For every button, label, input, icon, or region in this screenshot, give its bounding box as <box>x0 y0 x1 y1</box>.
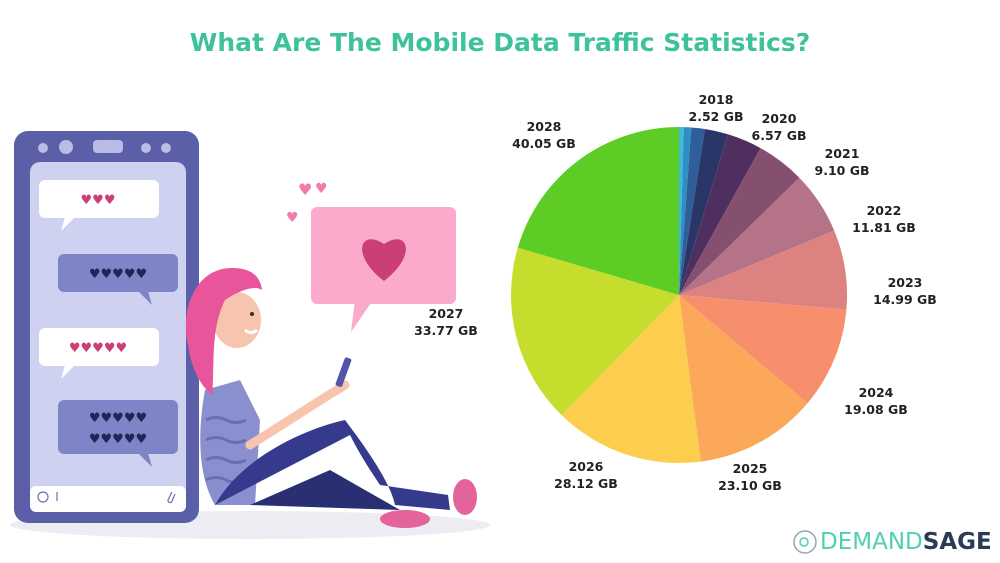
slice-year: 2027 <box>428 306 464 321</box>
slice-value: 9.10 GB <box>814 163 870 178</box>
pie-slice-2021 <box>679 148 800 295</box>
heart-bubble-illustration: ♥ ♥ ♥ <box>286 180 456 332</box>
svg-text:♥♥♥♥♥: ♥♥♥♥♥ <box>89 432 147 447</box>
phone-illustration: ♥♥♥ ♥♥♥♥♥ ♥♥♥♥♥ ♥♥♥♥♥ ♥♥♥♥♥ <box>14 131 199 523</box>
slice-year: 2022 <box>866 203 902 218</box>
slice-label-2020: 2020 6.57 GB <box>752 110 807 144</box>
slice-year: 2018 <box>698 92 734 107</box>
slice-label-2028: 2028 40.05 GB <box>512 118 576 152</box>
slice-year: 2020 <box>761 111 797 126</box>
phone-girl-illustration: ♥♥♥ ♥♥♥♥♥ ♥♥♥♥♥ ♥♥♥♥♥ ♥♥♥♥♥ ♥ ♥ ♥ <box>10 131 490 539</box>
svg-text:♥♥♥♥♥: ♥♥♥♥♥ <box>69 341 127 356</box>
slice-year: 2026 <box>568 459 604 474</box>
pie-slice-2027 <box>510 247 679 416</box>
pie-slice-2018 <box>679 127 705 295</box>
slice-value: 40.05 GB <box>512 136 576 151</box>
pie-slice-2020 <box>679 134 761 295</box>
pie-slice <box>679 129 728 295</box>
slice-label-2027: 2027 33.77 GB <box>414 305 478 339</box>
slice-value: 19.08 GB <box>844 402 908 417</box>
slice-year: 2025 <box>732 461 768 476</box>
pie-slice-2026 <box>561 295 701 463</box>
slice-year: 2028 <box>526 119 562 134</box>
svg-text:♥: ♥ <box>298 180 312 199</box>
slice-label-2025: 2025 23.10 GB <box>718 460 782 494</box>
slice-value: 11.81 GB <box>852 220 916 235</box>
svg-text:♥: ♥ <box>286 210 299 226</box>
brain-logo-icon <box>793 530 817 554</box>
pie-slice-2028 <box>517 127 679 295</box>
slice-label-2024: 2024 19.08 GB <box>844 384 908 418</box>
slice-value: 28.12 GB <box>554 476 618 491</box>
brand-part2: SAGE <box>922 529 992 555</box>
demandsage-logo: DEMAND SAGE <box>790 527 992 557</box>
slice-year: 2021 <box>824 146 860 161</box>
slice-year: 2023 <box>887 275 923 290</box>
slice-value: 14.99 GB <box>873 292 937 307</box>
pie-slice <box>679 127 692 295</box>
slice-value: 2.52 GB <box>688 109 744 124</box>
pie-slice <box>679 127 684 295</box>
slice-value: 6.57 GB <box>751 128 807 143</box>
svg-text:♥: ♥ <box>315 181 328 197</box>
pie-slice-2025 <box>679 295 808 462</box>
slice-label-2018: 2018 2.52 GB <box>689 91 744 125</box>
svg-text:♥♥♥: ♥♥♥ <box>81 193 116 208</box>
svg-text:♥♥♥♥♥: ♥♥♥♥♥ <box>89 411 147 426</box>
slice-label-2021: 2021 9.10 GB <box>815 145 870 179</box>
slice-value: 33.77 GB <box>414 323 478 338</box>
pie-slice-2023 <box>679 230 847 310</box>
slice-label-2026: 2026 28.12 GB <box>554 458 618 492</box>
pie-slice-2022 <box>679 177 835 295</box>
attach-icon <box>167 491 176 504</box>
emoji-icon <box>37 491 49 503</box>
girl-illustration <box>185 268 477 528</box>
slice-label-2023: 2023 14.99 GB <box>873 274 937 308</box>
pie-slice-2024 <box>679 295 847 404</box>
slice-label-2022: 2022 11.81 GB <box>852 202 916 236</box>
brand-part1: DEMAND <box>820 529 923 555</box>
slice-value: 23.10 GB <box>718 478 782 493</box>
chart-title: What Are The Mobile Data Traffic Statist… <box>189 28 811 57</box>
svg-text:♥♥♥♥♥: ♥♥♥♥♥ <box>89 267 147 282</box>
slice-year: 2024 <box>858 385 894 400</box>
